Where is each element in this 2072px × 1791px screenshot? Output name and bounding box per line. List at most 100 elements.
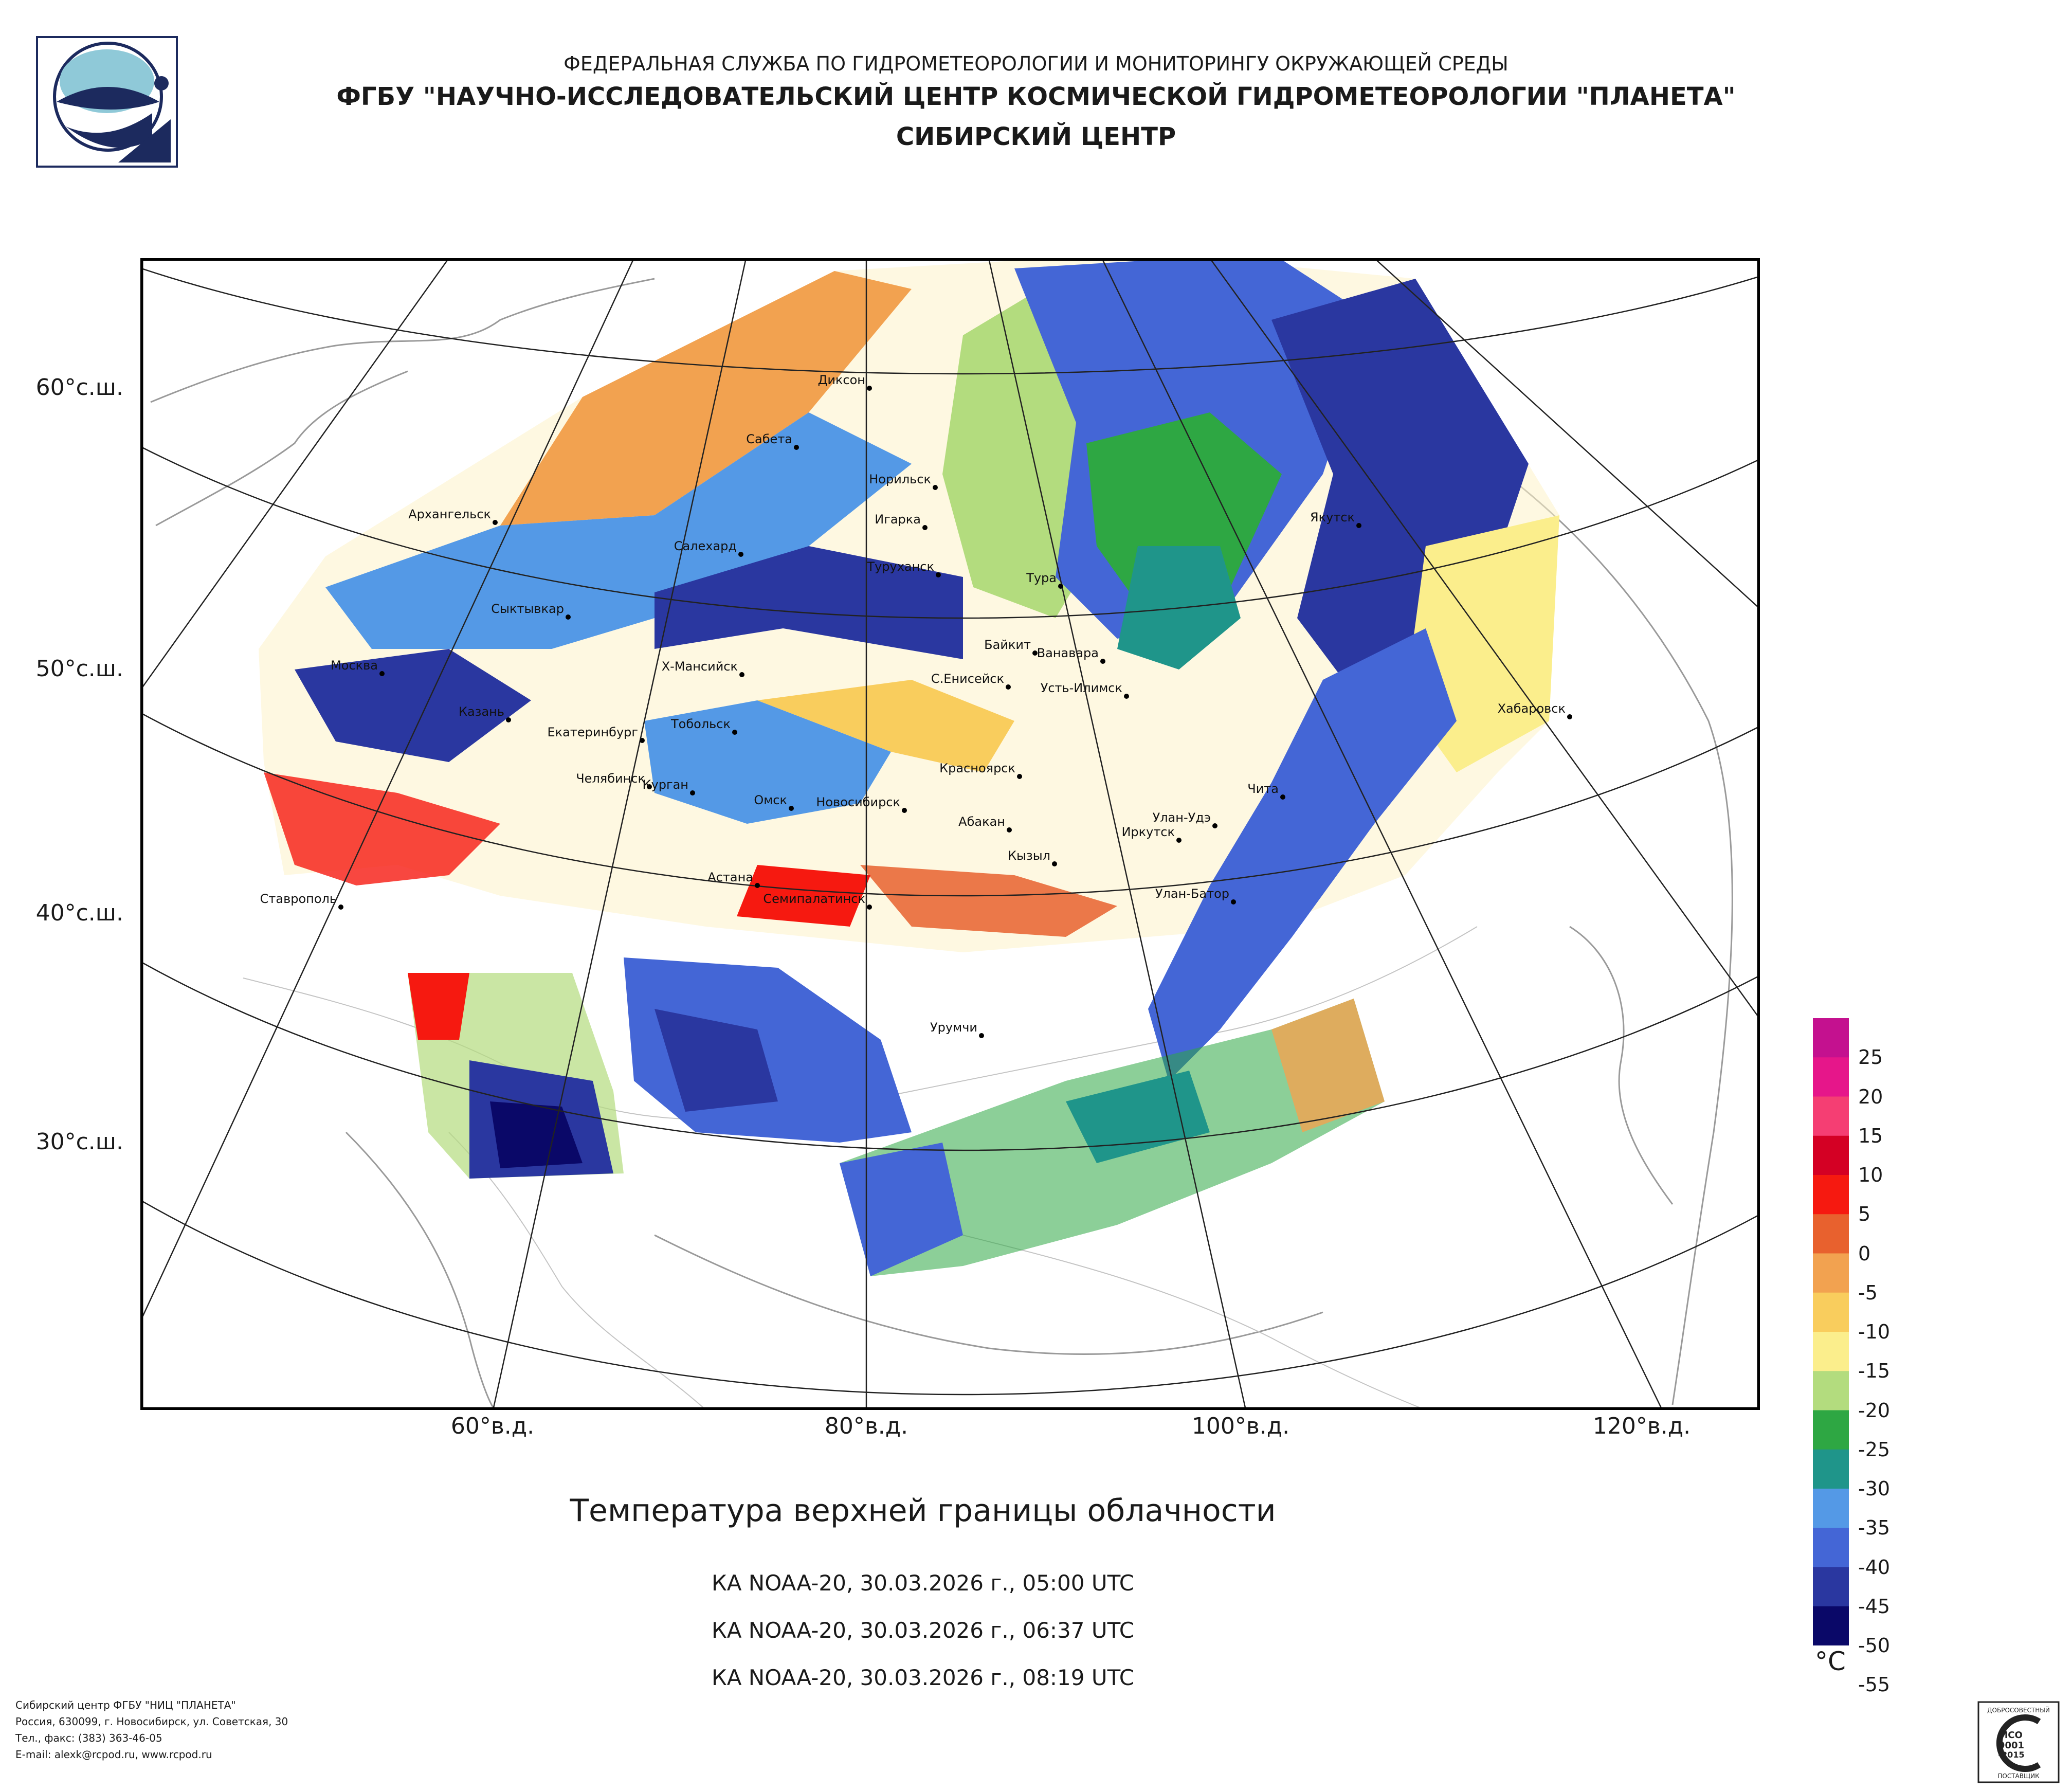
cert-line-2: 9001 xyxy=(1998,1740,2024,1751)
city-label: Новосибирск xyxy=(816,795,900,809)
legend-swatch xyxy=(1813,1449,1849,1489)
map-title: Температура верхней границы облачности xyxy=(570,1493,1276,1529)
meridian-160 xyxy=(1376,261,1757,607)
legend-label: 5 xyxy=(1858,1203,1871,1226)
city-label: Семипалатинск xyxy=(763,892,865,906)
legend-swatch xyxy=(1813,1489,1849,1528)
legend-label: -15 xyxy=(1858,1360,1891,1383)
city-label: Улан-Батор xyxy=(1155,887,1229,901)
city-dot xyxy=(738,552,743,557)
legend-label: -55 xyxy=(1858,1673,1891,1696)
city-dot xyxy=(1006,684,1011,690)
legend-label: -50 xyxy=(1858,1634,1891,1657)
city-label: Омск xyxy=(754,793,787,807)
lon-label-100: 100°в.д. xyxy=(1191,1413,1290,1439)
city-dot xyxy=(1280,794,1285,800)
planeta-logo-icon xyxy=(36,36,178,168)
city-label: Тура xyxy=(1026,571,1057,585)
city-label: Байкит xyxy=(984,638,1031,652)
footer-org: Сибирский центр ФГБУ "НИЦ "ПЛАНЕТА" xyxy=(15,1699,236,1711)
city-dot xyxy=(922,525,928,530)
city-label: Игарка xyxy=(875,512,921,527)
legend-label: -5 xyxy=(1858,1281,1878,1304)
city-label: Диксон xyxy=(818,373,865,387)
city-label: Астана xyxy=(707,870,753,884)
meridian-20 xyxy=(143,261,448,688)
city-dot xyxy=(979,1033,984,1038)
legend-swatch xyxy=(1813,1253,1849,1293)
city-label: Ставрополь xyxy=(260,892,337,906)
city-dot xyxy=(1052,861,1057,866)
city-label: Красноярск xyxy=(939,761,1015,775)
legend-swatch xyxy=(1813,1057,1849,1097)
legend-swatch xyxy=(1813,1410,1849,1450)
satellite-pass-2: КА NOAA-20, 30.03.2026 г., 06:37 UTC xyxy=(711,1618,1135,1643)
header-organization: ФГБУ "НАУЧНО-ИССЛЕДОВАТЕЛЬСКИЙ ЦЕНТР КОС… xyxy=(336,82,1736,111)
city-label: Усть-Илимск xyxy=(1041,681,1122,695)
city-dot xyxy=(338,904,343,910)
city-label: Курган xyxy=(643,777,688,792)
city-dot xyxy=(1231,899,1236,904)
cloud-swath-south-west xyxy=(408,957,912,1179)
city-dot xyxy=(936,572,941,577)
meridian-140 xyxy=(1211,261,1757,1017)
legend-swatch xyxy=(1813,1567,1849,1607)
cloud-top-temperature-map[interactable]: Диксон Сабета Норильск Игарка Архангельск Сал… xyxy=(140,258,1760,1410)
city-label: Казань xyxy=(459,704,504,719)
coastlines xyxy=(150,267,1733,1407)
city-dot xyxy=(1176,838,1182,843)
city-dot xyxy=(1356,523,1361,528)
city-label: Екатеринбург xyxy=(548,725,638,739)
city-label: Чита xyxy=(1247,782,1279,796)
city-dot xyxy=(566,614,571,620)
city-label: Архангельск xyxy=(408,507,491,521)
city-dot xyxy=(379,671,385,676)
map-frame xyxy=(140,258,1760,1410)
legend-label: -30 xyxy=(1858,1477,1891,1500)
cert-top-text: ДОБРОСОВЕСТНЫЙ xyxy=(1987,1706,2050,1714)
city-label: Сабета xyxy=(746,432,792,446)
meridian-120 xyxy=(1102,261,1662,1407)
cert-bottom-text: ПОСТАВЩИК xyxy=(1997,1772,2040,1780)
satellite-pass-3: КА NOAA-20, 30.03.2026 г., 08:19 UTC xyxy=(711,1665,1135,1690)
legend-label: -10 xyxy=(1858,1320,1891,1343)
legend-swatch xyxy=(1813,1292,1849,1332)
city-dot xyxy=(794,445,799,450)
city-dot xyxy=(493,520,498,525)
lat-label-50: 50°с.ш. xyxy=(35,656,123,682)
city-label: Абакан xyxy=(958,815,1005,829)
legend-swatch xyxy=(1813,1606,1849,1645)
city-dot xyxy=(1124,694,1129,699)
satellite-pass-1: КА NOAA-20, 30.03.2026 г., 05:00 UTC xyxy=(711,1570,1135,1596)
meridian-100 xyxy=(988,261,1246,1407)
city-label: Челябинск xyxy=(576,771,645,786)
city-label: Иркутск xyxy=(1121,825,1175,839)
city-label: Туруханск xyxy=(866,559,934,574)
lat-label-30: 30°с.ш. xyxy=(35,1129,123,1155)
legend-swatch xyxy=(1813,1371,1849,1410)
legend-swatch xyxy=(1813,1175,1849,1215)
city-dot xyxy=(647,784,652,789)
parallel-40 xyxy=(143,962,1757,1151)
lat-label-60: 60°с.ш. xyxy=(35,374,123,401)
city-dot xyxy=(867,386,872,391)
legend-swatch xyxy=(1813,1018,1849,1058)
legend-label: 15 xyxy=(1858,1124,1883,1147)
city-label: Х-Мансийск xyxy=(662,659,738,674)
city-dot xyxy=(902,808,907,813)
legend-label: 10 xyxy=(1858,1164,1883,1186)
city-label: Тобольск xyxy=(670,717,731,731)
parallel-30 xyxy=(143,1201,1757,1396)
city-dot xyxy=(732,730,737,735)
cloud-swath-south-east xyxy=(840,999,1385,1276)
cert-line-3: -2015 xyxy=(1998,1750,2024,1760)
city-label: Салехард xyxy=(674,539,737,553)
iso-certificate-icon: ДОБРОСОВЕСТНЫЙ ИСО 9001 -2015 ПОСТАВЩИК xyxy=(1977,1701,2060,1783)
header-agency: ФЕДЕРАЛЬНАЯ СЛУЖБА ПО ГИДРОМЕТЕОРОЛОГИИ … xyxy=(564,52,1508,75)
lon-label-80: 80°в.д. xyxy=(824,1413,908,1439)
city-label: Улан-Удэ xyxy=(1153,810,1211,825)
city-dot xyxy=(867,904,872,910)
city-dot xyxy=(690,790,695,795)
cloud-swath-north xyxy=(259,261,1559,1081)
legend-label: 0 xyxy=(1858,1242,1871,1265)
